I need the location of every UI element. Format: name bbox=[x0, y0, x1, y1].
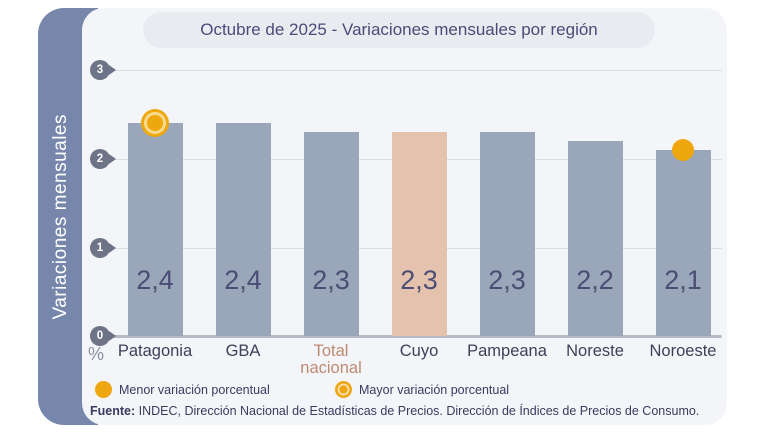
y-axis-title: Variaciones mensuales bbox=[50, 113, 71, 320]
bar-column-pampeana: 2,3 bbox=[463, 123, 551, 336]
y-tick-2: 2 bbox=[90, 149, 110, 169]
source-prefix: Fuente: bbox=[90, 404, 136, 418]
legend-item-mayor: Mayor variación porcentual bbox=[335, 381, 509, 398]
x-label-cuyo: Cuyo bbox=[399, 342, 439, 360]
mayor-variacion-marker-icon bbox=[141, 109, 169, 137]
x-label-gba: GBA bbox=[225, 342, 261, 360]
x-axis-labels: Patagonia GBA Total nacional Cuyo Pampea… bbox=[111, 343, 727, 376]
chart-title-pill: Octubre de 2025 - Variaciones mensuales … bbox=[143, 12, 655, 48]
menor-variacion-legend-icon bbox=[95, 381, 112, 398]
y-tick-3: 3 bbox=[90, 60, 110, 80]
bar-value-pampeana: 2,3 bbox=[488, 265, 526, 295]
gridline-3 bbox=[108, 70, 722, 71]
y-tick-0: 0 bbox=[90, 326, 110, 346]
x-label-noreste: Noreste bbox=[566, 342, 624, 360]
y-tick-1: 1 bbox=[90, 238, 110, 258]
bar-pampeana: 2,3 bbox=[479, 132, 535, 336]
bar-value-gba: 2,4 bbox=[224, 265, 262, 295]
y-axis-unit: % bbox=[88, 344, 105, 364]
chart-title: Octubre de 2025 - Variaciones mensuales … bbox=[200, 20, 598, 39]
menor-variacion-marker-icon bbox=[672, 139, 694, 161]
source-text: INDEC, Dirección Nacional de Estadística… bbox=[135, 404, 700, 418]
x-label-total-nacional: Total nacional bbox=[300, 342, 362, 377]
bar-column-patagonia: 2,4 bbox=[111, 109, 199, 336]
bar-cuyo: 2,3 bbox=[391, 132, 447, 336]
legend-label-mayor: Mayor variación porcentual bbox=[359, 382, 510, 397]
bar-value-patagonia: 2,4 bbox=[136, 265, 174, 295]
x-axis-baseline bbox=[104, 335, 722, 338]
bar-value-cuyo: 2,3 bbox=[400, 265, 438, 295]
bar-value-noroeste: 2,1 bbox=[664, 265, 702, 295]
legend-item-menor: Menor variación porcentual bbox=[95, 381, 335, 398]
bar-value-total-nacional: 2,3 bbox=[312, 265, 350, 295]
bar-total-nacional: 2,3 bbox=[303, 132, 359, 336]
bar-gba: 2,4 bbox=[215, 123, 271, 336]
x-label-pampeana: Pampeana bbox=[467, 342, 547, 360]
legend-label-menor: Menor variación porcentual bbox=[119, 382, 270, 397]
bar-column-gba: 2,4 bbox=[199, 123, 287, 336]
source-note: Fuente: INDEC, Dirección Nacional de Est… bbox=[90, 404, 699, 418]
bar-column-noreste: 2,2 bbox=[551, 123, 639, 336]
bar-value-noreste: 2,2 bbox=[576, 265, 614, 295]
bar-noreste: 2,2 bbox=[567, 141, 623, 336]
bar-column-noroeste: 2,1 bbox=[639, 123, 727, 336]
bar-noroeste: 2,1 bbox=[655, 139, 711, 336]
bar-patagonia: 2,4 bbox=[127, 109, 183, 336]
y-axis-title-wrap: Variaciones mensuales bbox=[38, 8, 84, 425]
bars-row: 2,4 2,4 2,3 2,3 2,3 2,2 bbox=[111, 109, 727, 336]
mayor-variacion-legend-icon bbox=[335, 381, 352, 398]
bar-column-total-nacional: 2,3 bbox=[287, 123, 375, 336]
x-label-noroeste: Noroeste bbox=[649, 342, 717, 360]
bar-column-cuyo: 2,3 bbox=[375, 123, 463, 336]
legend: Menor variación porcentual Mayor variaci… bbox=[95, 381, 509, 398]
x-label-patagonia: Patagonia bbox=[117, 342, 193, 360]
